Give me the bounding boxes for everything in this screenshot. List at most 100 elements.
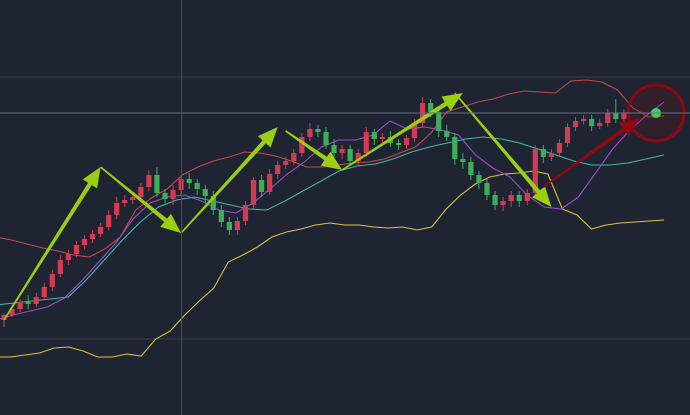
- candle-75: [605, 109, 611, 127]
- lower-band-line: [0, 170, 665, 358]
- candle-56: [452, 133, 458, 165]
- candle-body: [347, 149, 353, 161]
- candle-68: [548, 149, 554, 161]
- candle-55: [444, 125, 450, 141]
- candle-59: [476, 171, 482, 189]
- candle-body: [597, 123, 603, 126]
- candle-body: [355, 153, 361, 161]
- candle-21: [170, 185, 176, 205]
- candle-body: [468, 162, 474, 175]
- candle-body: [395, 143, 402, 145]
- candle-body: [613, 113, 619, 119]
- candle-30: [242, 201, 249, 225]
- candle-41: [331, 139, 337, 157]
- candle-body: [98, 227, 104, 234]
- fast-ma-line: [0, 101, 665, 320]
- candle-7: [57, 255, 63, 277]
- candle-67: [540, 145, 546, 163]
- candle-body: [436, 112, 442, 131]
- candle-34: [275, 161, 281, 179]
- candle-44: [355, 149, 361, 165]
- trend-arrow-3: [285, 130, 343, 170]
- candle-57: [460, 153, 466, 169]
- candle-body: [581, 119, 587, 121]
- candle-body: [41, 287, 47, 297]
- candle-body: [114, 203, 120, 215]
- candle-body: [210, 196, 216, 210]
- candle-37: [299, 133, 305, 157]
- candle-76: [613, 99, 619, 123]
- candle-body: [1, 315, 7, 320]
- candle-31: [250, 177, 257, 209]
- candle-body: [130, 197, 136, 200]
- grid: [0, 76, 690, 340]
- candle-body: [283, 161, 289, 165]
- candle-47: [379, 133, 385, 143]
- candle-body: [484, 183, 490, 195]
- candle-3: [25, 295, 31, 309]
- candle-body: [621, 113, 627, 119]
- candle-49: [395, 139, 402, 150]
- candle-body: [428, 103, 434, 112]
- candle-body: [339, 149, 345, 153]
- candle-28: [226, 217, 232, 235]
- candle-9: [73, 241, 80, 257]
- candle-20: [162, 189, 168, 203]
- candle-74: [597, 119, 603, 129]
- candle-62: [500, 197, 506, 211]
- candle-40: [323, 127, 329, 149]
- candle-body: [25, 302, 31, 304]
- candle-body: [49, 274, 55, 287]
- candle-24: [194, 179, 200, 195]
- candle-2: [17, 299, 23, 312]
- candle-body: [476, 175, 482, 183]
- candle-body: [73, 245, 80, 254]
- candle-body: [194, 183, 200, 189]
- candle-body: [154, 175, 160, 193]
- candle-body: [33, 297, 39, 304]
- candle-body: [291, 153, 297, 161]
- trend-arrow-1: [100, 166, 182, 233]
- candle-body: [9, 309, 15, 315]
- candle-14: [114, 197, 120, 219]
- candle-45: [363, 127, 369, 157]
- candle-body: [226, 222, 232, 230]
- candle-body: [275, 165, 281, 174]
- candle-26: [210, 191, 216, 215]
- candle-body: [250, 180, 257, 205]
- candle-body: [146, 175, 152, 187]
- candle-70: [564, 123, 571, 147]
- candle-60: [484, 179, 490, 200]
- candle-body: [589, 119, 595, 126]
- candle-27: [218, 205, 224, 227]
- candle-body: [242, 205, 249, 221]
- candle-18: [146, 170, 152, 191]
- candle-33: [267, 169, 273, 195]
- candle-6: [49, 270, 55, 291]
- candle-13: [106, 210, 112, 230]
- candle-body: [444, 131, 450, 137]
- candle-body: [331, 145, 337, 153]
- candle-body: [307, 129, 313, 137]
- candle-32: [259, 175, 265, 197]
- candle-body: [323, 132, 329, 145]
- candle-body: [202, 189, 208, 196]
- candle-12: [98, 223, 104, 237]
- candle-body: [81, 239, 88, 245]
- candle-body: [106, 215, 112, 227]
- candle-72: [581, 115, 587, 125]
- candle-body: [57, 260, 63, 274]
- candle-61: [492, 191, 498, 210]
- candle-38: [307, 123, 313, 141]
- candle-63: [508, 191, 514, 207]
- candle-69: [556, 139, 563, 157]
- candle-body: [564, 127, 571, 143]
- candle-19: [154, 167, 160, 197]
- candle-15: [122, 195, 128, 207]
- candle-body: [403, 138, 410, 145]
- candle-body: [267, 174, 273, 192]
- trend-arrow-2: [180, 127, 278, 234]
- candle-39: [315, 125, 321, 137]
